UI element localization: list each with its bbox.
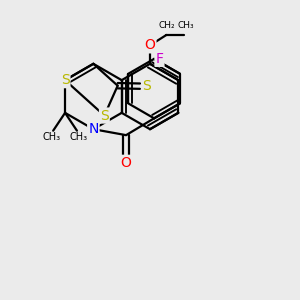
Text: O: O — [145, 38, 155, 52]
Text: S: S — [100, 109, 109, 123]
Text: S: S — [142, 79, 151, 93]
Text: F: F — [155, 52, 164, 66]
Text: CH₃: CH₃ — [177, 21, 194, 30]
Text: CH₃: CH₃ — [43, 132, 61, 142]
Text: S: S — [61, 73, 69, 87]
Text: CH₂: CH₂ — [158, 21, 175, 30]
Text: CH₃: CH₃ — [69, 132, 88, 142]
Text: O: O — [121, 156, 131, 170]
Text: N: N — [88, 122, 99, 136]
